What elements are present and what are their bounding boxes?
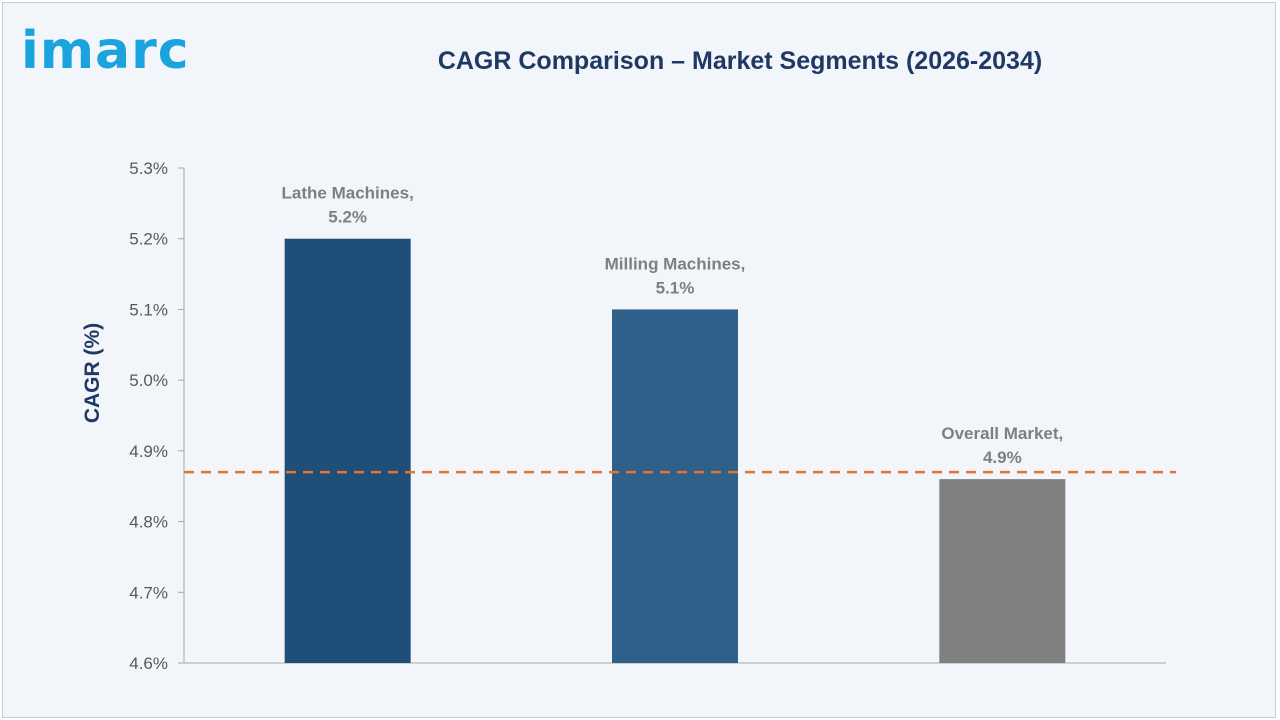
bar	[612, 309, 738, 663]
y-tick-label: 4.8%	[129, 513, 168, 532]
bar-chart: 4.6% 4.7% 4.8% 4.9% 5.0% 5.1% 5.2% 5.3% Lathe M…	[81, 159, 1176, 673]
y-tick-label: 5.2%	[129, 230, 168, 249]
chart-title: CAGR Comparison – Market Segments (2026-…	[437, 47, 1043, 75]
data-label: Milling Machines, 5.1%	[605, 254, 746, 297]
chart-axes: 4.6% 4.7% 4.8% 4.9% 5.0% 5.1% 5.2% 5.3%	[129, 159, 1166, 673]
data-label: Lathe Machines, 5.2%	[282, 184, 414, 227]
bar-series	[284, 238, 1066, 663]
data-label: Overall Market, 4.9%	[941, 424, 1063, 467]
y-tick-label: 4.9%	[129, 442, 168, 461]
bar	[284, 238, 411, 663]
imarc-logo: imarc	[21, 21, 190, 81]
y-tick-label: 5.0%	[129, 371, 168, 390]
y-axis-label: CAGR (%)	[81, 323, 104, 423]
y-tick-label: 5.3%	[129, 159, 168, 178]
data-labels: Lathe Machines, 5.2% Milling Machines, 5.1%…	[282, 184, 1064, 467]
y-tick-label: 4.7%	[129, 583, 168, 602]
y-tick-label: 4.6%	[129, 654, 168, 673]
bar	[939, 479, 1066, 663]
y-tick-label: 5.1%	[129, 300, 168, 319]
